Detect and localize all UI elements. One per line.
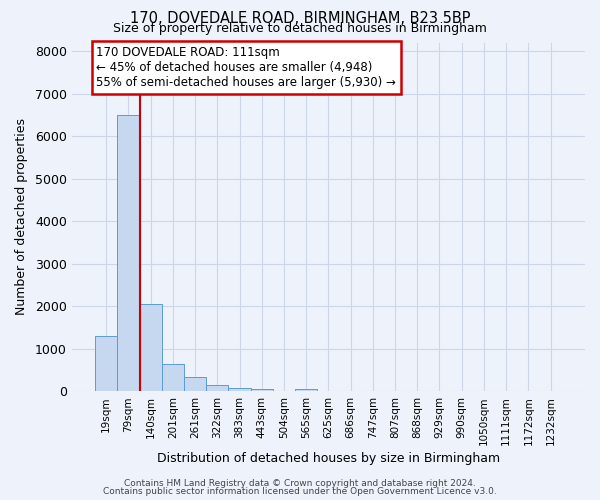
Bar (251, 389, 273, 392)
Bar (295, 389, 317, 392)
Bar (118, 115, 140, 392)
Text: Contains public sector information licensed under the Open Government Licence v3: Contains public sector information licen… (103, 488, 497, 496)
Bar (95, 336, 118, 392)
Text: 170 DOVEDALE ROAD: 111sqm
← 45% of detached houses are smaller (4,948)
55% of se: 170 DOVEDALE ROAD: 111sqm ← 45% of detac… (96, 46, 396, 89)
Bar (140, 304, 162, 392)
Bar (184, 376, 206, 392)
Y-axis label: Number of detached properties: Number of detached properties (15, 118, 28, 316)
Text: Contains HM Land Registry data © Crown copyright and database right 2024.: Contains HM Land Registry data © Crown c… (124, 480, 476, 488)
Bar (206, 385, 229, 392)
X-axis label: Distribution of detached houses by size in Birmingham: Distribution of detached houses by size … (157, 452, 500, 465)
Bar (162, 364, 184, 392)
Text: 170, DOVEDALE ROAD, BIRMINGHAM, B23 5BP: 170, DOVEDALE ROAD, BIRMINGHAM, B23 5BP (130, 11, 470, 26)
Text: Size of property relative to detached houses in Birmingham: Size of property relative to detached ho… (113, 22, 487, 35)
Bar (229, 388, 251, 392)
